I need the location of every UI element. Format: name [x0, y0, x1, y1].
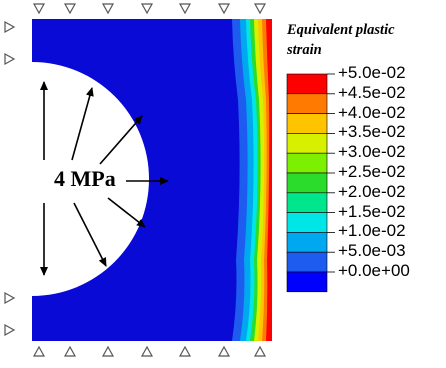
- roller-support-icon: [101, 345, 115, 357]
- pressure-arrow: [107, 197, 146, 228]
- legend-label: +3.5e-02: [338, 122, 406, 142]
- roller-support-icon: [217, 3, 231, 15]
- roller-support-icon: [4, 20, 16, 34]
- legend-label: +2.0e-02: [338, 181, 406, 201]
- top-supports: [32, 3, 267, 15]
- legend-swatch: [286, 73, 328, 95]
- legend-label: +5.0e-03: [338, 241, 406, 261]
- strain-gradient-bands: [232, 19, 272, 341]
- legend-label: +1.0e-02: [338, 221, 406, 241]
- roller-support-icon: [32, 345, 46, 357]
- roller-support-icon: [4, 291, 16, 305]
- legend-swatch: [286, 192, 328, 213]
- roller-support-icon: [140, 345, 154, 357]
- legend-label: +3.0e-02: [338, 142, 406, 162]
- pressure-arrows: [40, 81, 169, 276]
- legend-swatch: [286, 152, 328, 174]
- legend-label: +2.5e-02: [338, 162, 406, 181]
- roller-support-icon: [217, 345, 231, 357]
- legend-swatch: [286, 133, 328, 154]
- legend-swatch: [286, 251, 328, 273]
- roller-support-icon: [178, 345, 192, 357]
- load-magnitude-label: 4 MPa: [54, 166, 116, 191]
- pressure-arrow: [73, 202, 107, 267]
- legend-label: +1.5e-02: [338, 201, 406, 221]
- band-5e-02: [266, 19, 272, 341]
- roller-support-icon: [253, 345, 267, 357]
- legend-swatch: [286, 172, 328, 194]
- legend-title-line1: Equivalent plastic: [287, 22, 395, 38]
- pressure-arrow: [99, 115, 143, 165]
- legend-swatch: [286, 113, 328, 134]
- semicircular-hole: [32, 62, 149, 296]
- roller-support-icon: [4, 52, 16, 66]
- legend-label: +4.5e-02: [338, 82, 406, 102]
- roller-support-icon: [178, 3, 192, 15]
- legend-swatch: [286, 212, 328, 233]
- legend-label: +5.0e-02: [338, 63, 406, 82]
- left-supports: [4, 20, 16, 337]
- legend-label: +0.0e+00: [338, 261, 410, 280]
- legend-label: +4.0e-02: [338, 102, 406, 122]
- roller-support-icon: [63, 345, 77, 357]
- legend-colorbar: [286, 73, 335, 293]
- legend-swatch: [286, 93, 328, 114]
- legend-swatch: [286, 271, 328, 293]
- roller-support-icon: [253, 3, 267, 15]
- legend-title-line2: strain: [287, 42, 322, 58]
- legend-title: Equivalent plastic strain: [287, 20, 445, 60]
- roller-support-icon: [101, 3, 115, 15]
- pressure-arrow: [71, 87, 94, 161]
- roller-support-icon: [32, 3, 46, 15]
- roller-support-icon: [4, 323, 16, 337]
- legend-swatch: [286, 232, 328, 253]
- bottom-supports: [32, 345, 267, 357]
- roller-support-icon: [140, 3, 154, 15]
- roller-support-icon: [63, 3, 77, 15]
